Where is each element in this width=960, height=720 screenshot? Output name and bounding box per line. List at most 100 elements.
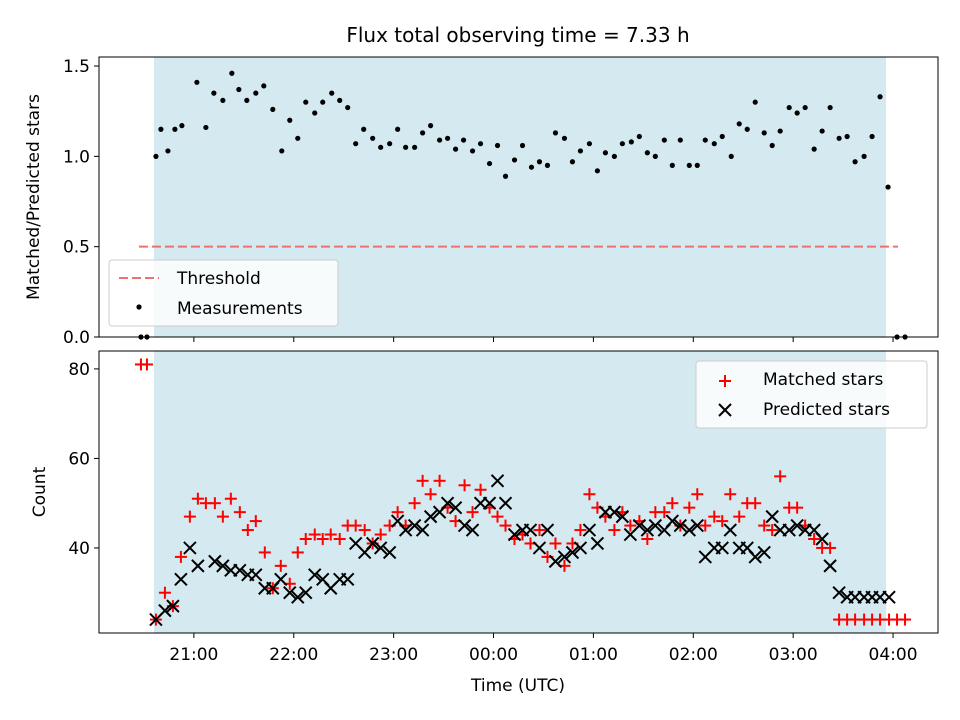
measurement-point [561, 135, 568, 141]
measurement-point [320, 99, 326, 105]
x-tick-label: 01:00 [569, 645, 618, 665]
matched-star-point [258, 546, 271, 559]
ratio-y-tick-label: 0.0 [63, 328, 90, 348]
measurement-point [711, 141, 717, 147]
predicted-star-point [498, 496, 513, 510]
measurement-point [619, 141, 625, 147]
x-tick-label: 22:00 [269, 645, 318, 665]
legend-measurements-swatch [136, 304, 142, 310]
measurement-point [836, 135, 842, 141]
measurement-point [519, 142, 526, 149]
measurement-point [244, 97, 250, 103]
measurement-point [387, 141, 393, 147]
predicted-star-point [448, 500, 463, 515]
x-tick-label: 21:00 [169, 645, 218, 665]
measurement-point [403, 144, 409, 150]
legend-matched-label: Matched stars [763, 370, 883, 390]
matched-star-point [499, 519, 512, 532]
matched-star-point [358, 524, 371, 537]
chart-title: Flux total observing time = 7.33 h [346, 23, 689, 47]
measurement-point [569, 159, 576, 165]
measurement-point [236, 86, 242, 93]
measurement-point [536, 159, 543, 165]
matched-star-point [758, 519, 771, 532]
ratio-panel: 0.0 0.5 1.0 1.5 Matched/Predicted stars Thr… [24, 56, 939, 348]
measurement-point [661, 137, 667, 143]
measurement-point [686, 162, 692, 168]
predicted-star-point [482, 496, 497, 510]
count-y-tick-label: 40 [68, 539, 90, 559]
x-tick-label: 00:00 [469, 645, 518, 665]
measurement-point [728, 153, 734, 159]
matched-star-point [291, 546, 304, 559]
measurement-point [602, 150, 608, 156]
matched-star-point [316, 533, 329, 545]
measurement-point [611, 153, 617, 159]
count-y-axis-label: Count [30, 466, 50, 517]
measurement-point [594, 168, 601, 174]
matched-star-point [491, 510, 504, 523]
matched-star-point [666, 497, 679, 510]
measurement-point [736, 121, 742, 127]
measurement-point [819, 128, 825, 134]
predicted-star-point [507, 527, 522, 542]
matched-star-point [583, 488, 596, 501]
predicted-star-point [340, 572, 355, 586]
matched-star-point [241, 524, 254, 537]
measurement-point [444, 135, 451, 141]
count-panel: 40 60 80 21:00 22:00 23:00 00:00 01:00 02:00 03:0… [30, 350, 939, 696]
matched-star-point [408, 497, 421, 510]
measurement-point [211, 90, 217, 96]
predicted-star-point [573, 541, 588, 555]
measurement-point [279, 148, 285, 154]
predicted-star-point [640, 523, 655, 537]
predicted-star-point [632, 518, 647, 533]
measurement-point [652, 153, 658, 159]
predicted-star-point [440, 496, 455, 510]
measurement-point [428, 123, 434, 129]
measurement-point [378, 144, 384, 150]
measurement-point [287, 117, 293, 123]
measurement-point [744, 126, 750, 132]
matched-star-point [216, 510, 229, 523]
matched-star-point [324, 528, 337, 541]
matched-star-point [466, 506, 479, 519]
measurement-point [869, 133, 875, 140]
measurement-point [528, 164, 535, 170]
measurement-point [777, 128, 783, 134]
matched-star-point [749, 497, 762, 510]
matched-star-point [691, 488, 704, 501]
predicted-star-point [607, 505, 622, 519]
measurement-point [220, 97, 226, 103]
matched-star-point [424, 488, 437, 501]
measurement-point [494, 142, 501, 149]
measurement-point [172, 126, 178, 132]
measurement-point [852, 159, 858, 165]
legend-threshold-label: Threshold [176, 269, 261, 289]
predicted-star-point [523, 523, 538, 537]
measurement-point [158, 126, 164, 132]
matched-star-point [433, 474, 446, 487]
measurement-point [644, 150, 650, 156]
matched-star-point [391, 506, 404, 519]
matched-star-point [308, 528, 321, 541]
measurement-point [811, 146, 817, 152]
measurement-point [885, 184, 891, 190]
count-y-tick-label: 60 [68, 449, 90, 469]
matched-star-point [766, 524, 779, 537]
measurement-point [502, 173, 509, 179]
predicted-star-point [415, 523, 430, 537]
measurement-point [370, 135, 376, 141]
ratio-y-tick-label: 1.5 [63, 57, 90, 77]
matched-star-point [374, 528, 387, 541]
legend-measurements-label: Measurements [177, 299, 303, 319]
measurement-point [844, 133, 850, 140]
predicted-star-point [832, 586, 846, 600]
matched-star-point [549, 537, 562, 550]
matched-star-point [824, 541, 837, 554]
measurement-point [270, 106, 276, 112]
measurement-point [179, 123, 185, 129]
measurement-point [194, 79, 200, 85]
predicted-star-point [166, 599, 180, 613]
